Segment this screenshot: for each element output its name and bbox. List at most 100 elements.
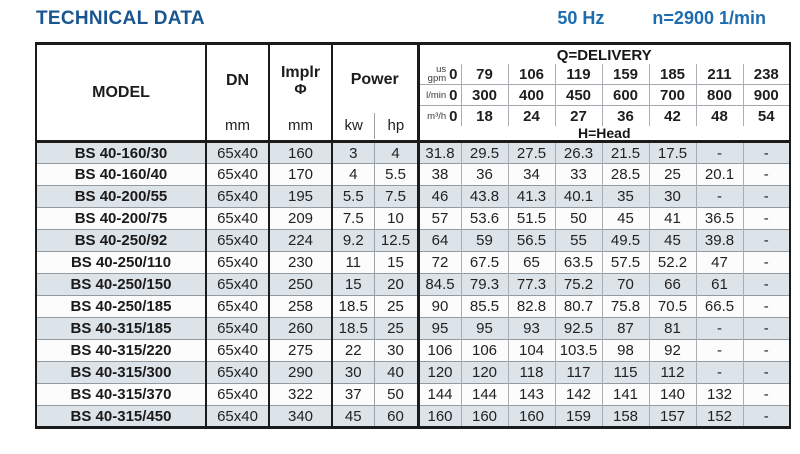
- head-value-cell: 81: [648, 317, 696, 340]
- flow-zero-value: 0: [449, 65, 458, 83]
- model-cell: BS 40-200/55: [36, 185, 206, 208]
- model-cell: BS 40-250/185: [36, 295, 206, 318]
- head-value-cell: 70: [601, 273, 649, 296]
- head-label-row: H=Head: [36, 126, 790, 142]
- dn-cell: 65x40: [205, 207, 269, 230]
- head-value-cell: 45: [601, 207, 649, 230]
- head-value-cell: -: [742, 140, 790, 164]
- hp-cell: 30: [373, 339, 418, 362]
- frequency-label: 50 Hz: [557, 8, 605, 28]
- head-value-cell: -: [742, 383, 790, 406]
- impeller-cell: 275: [268, 339, 332, 362]
- head-value-cell: 104: [507, 339, 555, 362]
- kw-cell: 9.2: [331, 229, 374, 252]
- head-value-cell: -: [742, 317, 790, 340]
- delivery-units-row: m³/h 0 18 24 27 36 42 48 54: [36, 105, 790, 126]
- dn-cell: 65x40: [205, 317, 269, 340]
- model-cell: BS 40-160/30: [36, 140, 206, 164]
- head-value-cell: 25: [648, 163, 696, 186]
- head-value-cell: -: [742, 295, 790, 318]
- impeller-cell: 170: [268, 163, 332, 186]
- delivery-header-label: Q=DELIVERY: [416, 43, 790, 64]
- flow-value-cell: 300: [460, 84, 508, 106]
- head-value-cell: 141: [601, 383, 649, 406]
- head-value-cell: 36: [460, 163, 508, 186]
- head-value-cell: -: [742, 207, 790, 230]
- head-value-cell: 65: [507, 251, 555, 274]
- hp-cell: 7.5: [373, 185, 418, 208]
- head-value-cell: -: [695, 361, 743, 384]
- dn-cell: 65x40: [205, 405, 269, 428]
- head-value-cell: 41.3: [507, 185, 555, 208]
- head-value-cell: 35: [601, 185, 649, 208]
- head-value-cell: 27.5: [507, 140, 555, 164]
- hp-cell: 50: [373, 383, 418, 406]
- speed-label: n=2900 1/min: [652, 8, 766, 28]
- table-row: BS 40-200/55 65x40 195 5.5 7.5 46 43.8 41.3 40.1…: [36, 185, 790, 208]
- head-value-cell: 57: [416, 207, 461, 230]
- head-value-cell: 157: [648, 405, 696, 428]
- head-value-cell: 49.5: [601, 229, 649, 252]
- impeller-cell: 224: [268, 229, 332, 252]
- head-value-cell: 30: [648, 185, 696, 208]
- head-value-cell: -: [742, 251, 790, 274]
- flow-value-cell: 238: [742, 64, 790, 85]
- head-value-cell: 106: [460, 339, 508, 362]
- head-value-cell: 31.8: [416, 140, 461, 164]
- head-value-cell: 152: [695, 405, 743, 428]
- head-value-cell: 66: [648, 273, 696, 296]
- flow-unit-wrap: us gpm 0: [421, 64, 461, 84]
- head-value-cell: 144: [416, 383, 461, 406]
- head-value-cell: 120: [416, 361, 461, 384]
- head-value-cell: 34: [507, 163, 555, 186]
- flow-value-cell: 48: [695, 105, 743, 126]
- flow-value-cell: 800: [695, 84, 743, 106]
- flow-value-cell: 400: [507, 84, 555, 106]
- kw-cell: 5.5: [331, 185, 374, 208]
- head-value-cell: 106: [416, 339, 461, 362]
- dn-cell: 65x40: [205, 339, 269, 362]
- dn-cell: 65x40: [205, 229, 269, 252]
- head-value-cell: 21.5: [601, 140, 649, 164]
- flow-value-cell: 159: [601, 64, 649, 85]
- head-value-cell: -: [695, 140, 743, 164]
- head-value-cell: 17.5: [648, 140, 696, 164]
- hp-unit-label: hp: [374, 112, 416, 139]
- head-value-cell: 66.5: [695, 295, 743, 318]
- head-value-cell: 36.5: [695, 207, 743, 230]
- flow-unit-line: l/min: [426, 89, 447, 101]
- page-title: TECHNICAL DATA: [36, 8, 205, 29]
- kw-cell: 30: [331, 361, 374, 384]
- hp-cell: 5.5: [373, 163, 418, 186]
- flow-value-cell: 600: [601, 84, 649, 106]
- flow-value-cell: 900: [742, 84, 790, 106]
- model-cell: BS 40-315/185: [36, 317, 206, 340]
- head-value-cell: 92: [648, 339, 696, 362]
- kw-unit-label: kw: [344, 116, 363, 134]
- head-value-cell: -: [742, 405, 790, 428]
- head-value-cell: 117: [554, 361, 602, 384]
- impeller-cell: 322: [268, 383, 332, 406]
- head-value-cell: 95: [416, 317, 461, 340]
- flow-unit-cell: m³/h 0: [416, 105, 461, 126]
- dn-unit-label: mm: [225, 116, 250, 134]
- flow-unit-line: m³/h: [427, 110, 447, 122]
- flow-unit-cell: l/min 0: [416, 84, 461, 106]
- delivery-units-row: l/min 0 300 400 450 600 700 800 900: [36, 84, 790, 106]
- head-value-cell: 160: [416, 405, 461, 428]
- head-value-cell: 158: [601, 405, 649, 428]
- head-value-cell: 61: [695, 273, 743, 296]
- technical-data-table: MODEL DN mm Implr Φ mm: [35, 42, 791, 429]
- dn-cell: 65x40: [205, 251, 269, 274]
- flow-unit-wrap: m³/h 0: [421, 106, 461, 126]
- page-header: TECHNICAL DATA 50 Hz n=2900 1/min: [36, 8, 766, 30]
- impeller-cell: 195: [268, 185, 332, 208]
- head-value-cell: 52.2: [648, 251, 696, 274]
- table-row: BS 40-315/370 65x40 322 37 50 144 144 143 142 141…: [36, 383, 790, 406]
- hp-cell: 4: [373, 140, 418, 164]
- power-header-label: Power: [350, 71, 399, 88]
- head-value-cell: 72: [416, 251, 461, 274]
- table-row: BS 40-160/30 65x40 160 3 4 31.8 29.5 27.5 26.3 21…: [36, 140, 790, 164]
- head-value-cell: 120: [460, 361, 508, 384]
- hp-cell: 12.5: [373, 229, 418, 252]
